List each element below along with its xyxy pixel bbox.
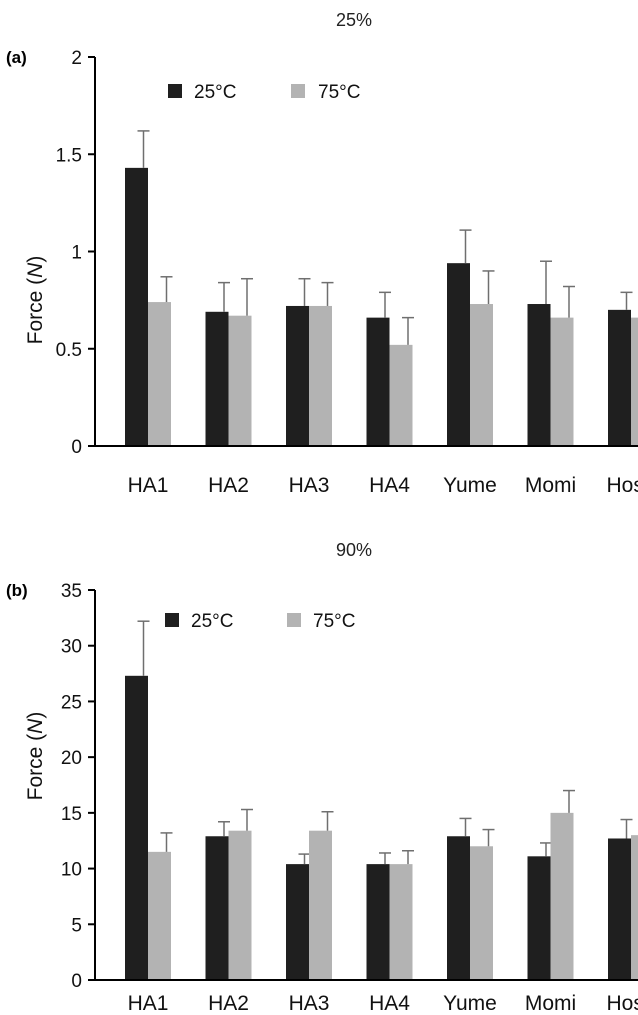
panel-b-y-tick-label-3: 15 (61, 804, 82, 825)
panel-a-legend-label-25c: 25°C (194, 82, 236, 103)
panel-a-category-label-ha2: HA2 (208, 474, 249, 497)
panel-a-y-axis-title-suffix: ) (24, 256, 47, 263)
panel-b-bar-ha1-75-c (148, 851, 171, 980)
panel-a-category-label-ha4: HA4 (369, 474, 410, 497)
panel-b-legend-swatch-75c (287, 613, 301, 627)
panel-b-legend-label-75c: 75°C (313, 611, 355, 632)
panel-b-bar-ha4-25-c (366, 864, 390, 980)
panel-a-category-label-ha1: HA1 (128, 474, 169, 497)
panel-b-y-tick-label-0: 0 (71, 971, 82, 992)
panel-b-y-tick-label-5: 25 (61, 692, 82, 713)
panel-b-y-tick-label-7: 35 (61, 581, 82, 602)
panel-a-bars (125, 130, 638, 447)
panel-b-bar-ha2-75-c (228, 830, 252, 980)
panel-a-y-tick-label-2: 1 (71, 243, 82, 264)
panel-a-bar-ha4-25-c (366, 317, 390, 446)
panel-a-y-axis-title-prefix: Force ( (24, 278, 47, 345)
panel-a-bar-momi-25-c (527, 304, 551, 446)
panel-b-bar-ha1-25-c (125, 675, 148, 980)
panel-a-title: 25% (336, 10, 372, 30)
panel-b-y-tick-label-4: 20 (61, 748, 82, 769)
panel-a-label: (a) (6, 48, 27, 67)
panel-b-category-label-ha4: HA4 (369, 992, 410, 1015)
panel-b-bar-momi-25-c (527, 856, 551, 980)
panel-a-category-label-ha3: HA3 (289, 474, 330, 497)
panel-a-chart: 25% (a) Force (N) 0 0.5 1 1.5 2 HA1 HA2 HA3 HA4… (6, 10, 638, 497)
panel-a-bar-ha4-75-c (389, 344, 413, 446)
panel-b-y-tick-label-2: 10 (61, 860, 82, 881)
panel-b-title: 90% (336, 540, 372, 560)
panel-b-bar-ha4-75-c (389, 864, 413, 980)
panel-b-legend-label-25c: 25°C (191, 611, 233, 632)
panel-b-category-label-momi: Momi (525, 992, 576, 1015)
panel-b-bar-hosh-75-c (631, 835, 638, 980)
panel-a-bar-ha3-75-c (309, 305, 332, 446)
panel-a-category-label-yume: Yume (443, 474, 497, 497)
panel-b-bar-ha3-25-c (286, 864, 309, 980)
panel-b-y-axis-title-unit: N (24, 718, 47, 734)
panel-a-bar-ha2-25-c (205, 311, 229, 446)
panel-a-y-axis-title: Force (N) (24, 256, 47, 345)
panel-b-label: (b) (6, 581, 28, 600)
panel-a-legend-swatch-75c (291, 84, 305, 98)
panel-b-bars (125, 620, 638, 980)
panel-b-y-ticks: 0 5 10 15 20 25 30 35 (61, 581, 95, 992)
panel-a-legend-label-75c: 75°C (318, 82, 360, 103)
panel-a-bar-yume-25-c (447, 263, 470, 446)
panel-b-bar-yume-25-c (447, 836, 470, 980)
panel-a-bar-ha1-75-c (148, 302, 171, 446)
panel-a-category-label-hosh: Hosh (606, 474, 638, 497)
panel-b-category-label-ha1: HA1 (128, 992, 169, 1015)
panel-a-bar-ha3-25-c (286, 305, 309, 446)
panel-b-y-axis-title-suffix: ) (24, 712, 47, 719)
panel-b-category-label-ha2: HA2 (208, 992, 249, 1015)
panel-a-category-labels: HA1 HA2 HA3 HA4 Yume Momi Hosh (128, 474, 638, 497)
panel-b-bar-yume-75-c (470, 846, 493, 980)
panel-a-legend: 25°C 75°C (168, 82, 360, 103)
panel-b-y-axis-title-prefix: Force ( (24, 734, 47, 801)
panel-a-bar-yume-75-c (470, 304, 493, 446)
panel-b-bar-momi-75-c (550, 812, 574, 980)
panel-a-bar-hosh-25-c (608, 309, 631, 446)
panel-a-y-axis-title-unit: N (24, 262, 47, 278)
panel-a-category-label-momi: Momi (525, 474, 576, 497)
panel-b-legend: 25°C 75°C (165, 611, 355, 632)
panel-a-y-tick-label-1: 0.5 (56, 340, 82, 361)
panel-a-y-tick-label-4: 2 (71, 48, 82, 69)
panel-b-category-label-ha3: HA3 (289, 992, 330, 1015)
panel-a-bar-ha2-75-c (228, 315, 252, 446)
panel-b-y-tick-label-1: 5 (71, 915, 82, 936)
panel-b-bar-ha2-25-c (205, 836, 229, 980)
panel-b-bar-hosh-25-c (608, 838, 631, 980)
panel-b-legend-swatch-25c (165, 613, 179, 627)
panel-a-y-tick-label-0: 0 (71, 437, 82, 458)
panel-b-axes (94, 590, 638, 981)
panel-b-y-tick-label-6: 30 (61, 637, 82, 658)
panel-b-category-label-hosh: Hosh (606, 992, 638, 1015)
panel-a-bar-hosh-75-c (631, 317, 638, 446)
panel-b-y-axis-title: Force (N) (24, 712, 47, 801)
panel-a-y-ticks: 0 0.5 1 1.5 2 (56, 48, 95, 458)
panel-a-axes (94, 57, 638, 447)
panel-a-bar-momi-75-c (550, 317, 574, 446)
panel-a-legend-swatch-25c (168, 84, 182, 98)
panel-b-category-label-yume: Yume (443, 992, 497, 1015)
panel-b-bar-ha3-75-c (309, 830, 332, 980)
panel-a-y-tick-label-3: 1.5 (56, 145, 82, 166)
panel-b-category-labels: HA1 HA2 HA3 HA4 Yume Momi Hosh (128, 992, 638, 1015)
panel-a-bar-ha1-25-c (125, 167, 148, 447)
